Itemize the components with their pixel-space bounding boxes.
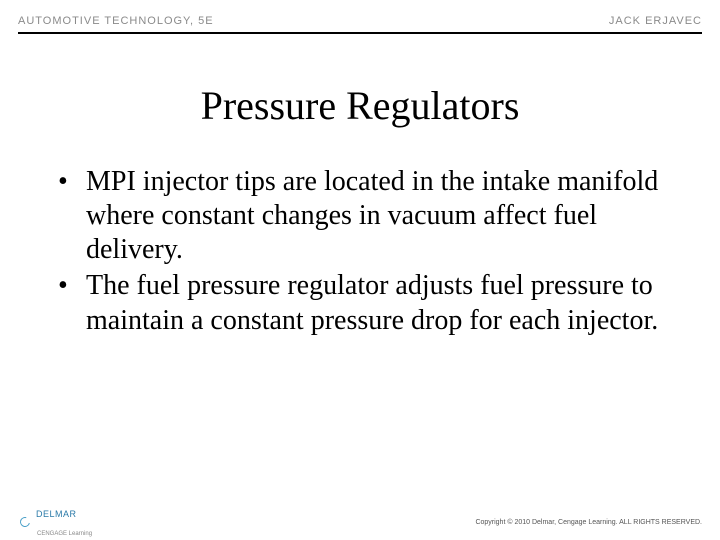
- logo-mark-icon: [18, 515, 32, 529]
- slide-header: AUTOMOTIVE TECHNOLOGY, 5E JACK ERJAVEC: [0, 10, 720, 32]
- slide-footer: DELMAR CENGAGE Learning Copyright © 2010…: [0, 512, 720, 532]
- copyright-text: Copyright © 2010 Delmar, Cengage Learnin…: [475, 519, 702, 526]
- logo-text-wrap: DELMAR CENGAGE Learning: [36, 504, 92, 540]
- slide-body: MPI injector tips are located in the int…: [50, 165, 660, 340]
- header-author: JACK ERJAVEC: [609, 15, 702, 27]
- header-rule: [18, 32, 702, 34]
- logo-text: DELMAR: [36, 509, 77, 519]
- logo-subtext: CENGAGE Learning: [37, 531, 92, 537]
- publisher-logo: DELMAR CENGAGE Learning: [18, 504, 92, 540]
- bullet-item: MPI injector tips are located in the int…: [50, 165, 660, 267]
- bullet-list: MPI injector tips are located in the int…: [50, 165, 660, 338]
- bullet-item: The fuel pressure regulator adjusts fuel…: [50, 269, 660, 337]
- slide-title: Pressure Regulators: [0, 82, 720, 129]
- header-book-title: AUTOMOTIVE TECHNOLOGY, 5E: [18, 15, 214, 27]
